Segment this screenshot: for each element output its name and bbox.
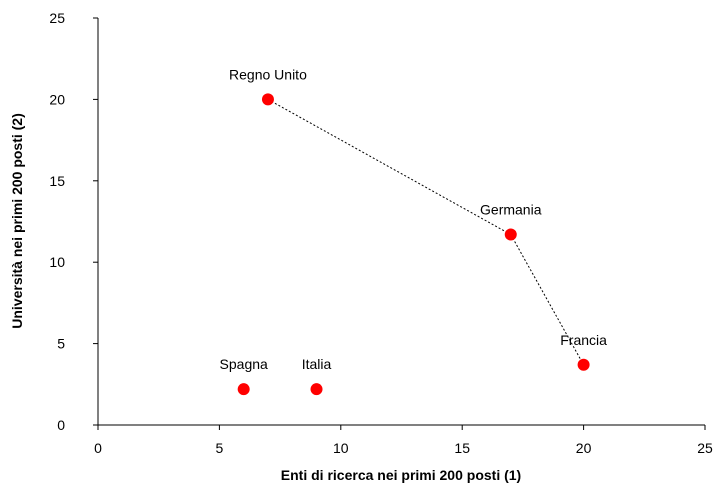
x-tick-label: 20: [576, 440, 592, 456]
point-label: Francia: [560, 332, 607, 348]
data-point: [504, 228, 517, 241]
connector-segment: [510, 234, 585, 366]
y-tick-label: 10: [49, 254, 65, 270]
y-tick-label: 25: [49, 10, 65, 26]
y-axis-title: Università nei primi 200 posti (2): [9, 113, 25, 329]
data-point: [237, 383, 250, 396]
x-tick-label: 10: [333, 440, 349, 456]
data-point: [310, 383, 323, 396]
data-points: [237, 93, 590, 396]
point-label: Germania: [480, 202, 542, 218]
data-point: [261, 93, 274, 106]
x-axis-title: Enti di ricerca nei primi 200 posti (1): [281, 467, 521, 483]
plot-area: [97, 18, 705, 426]
x-tick-label: 0: [94, 440, 102, 456]
x-tick-label: 5: [216, 440, 224, 456]
y-tick-label: 0: [57, 417, 65, 433]
point-labels: Regno Unito Germania Francia Spagna Italia: [220, 66, 608, 372]
y-tick-label: 15: [49, 173, 65, 189]
x-tick-label: 25: [697, 440, 713, 456]
y-tick-label: 5: [57, 336, 65, 352]
connector-segment: [267, 98, 512, 235]
point-label: Italia: [302, 356, 332, 372]
x-tick-label: 15: [454, 440, 470, 456]
connector-lines: [267, 98, 585, 366]
point-label: Regno Unito: [229, 66, 307, 82]
data-point: [577, 358, 590, 371]
y-tick-label: 20: [49, 91, 65, 107]
point-label: Spagna: [220, 356, 268, 372]
y-ticks: 0 5 10 15 20 25: [49, 10, 98, 433]
x-ticks: 0 5 10 15 20 25: [94, 425, 713, 456]
